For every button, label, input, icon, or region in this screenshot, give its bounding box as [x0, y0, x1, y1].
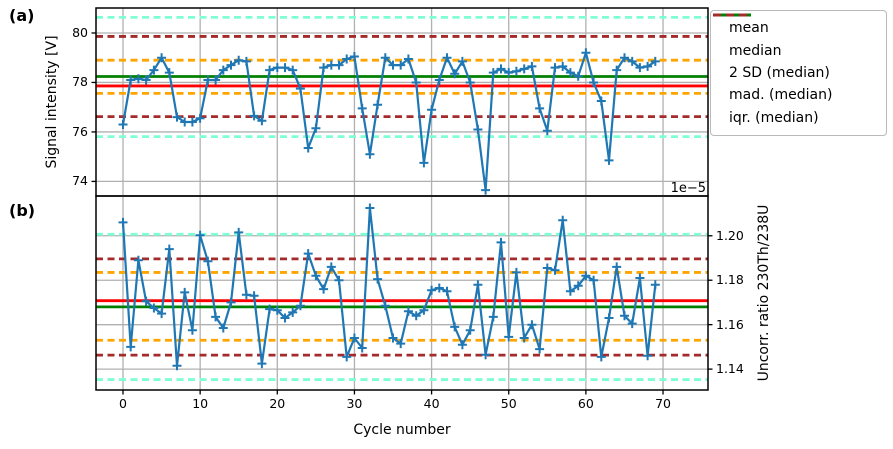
- x-tick-label: 50: [500, 396, 517, 411]
- legend-entry-mean: mean: [713, 13, 878, 37]
- legend: mean median 2 SD (median) mad. (median) iqr.…: [710, 10, 887, 136]
- panel-a-label: (a): [9, 6, 35, 25]
- x-tick-label: 70: [655, 396, 671, 411]
- data-series-line: [121, 51, 657, 192]
- data-series-line: [121, 206, 657, 367]
- panel-b-label: (b): [9, 201, 36, 220]
- x-tick-label: 60: [577, 396, 594, 411]
- axes-spine: [95, 195, 709, 391]
- data-markers: [118, 48, 660, 195]
- y-tick-label: 80: [72, 24, 88, 40]
- data-markers: [118, 203, 660, 371]
- y-axis-offset-text: 1e−5: [670, 181, 706, 196]
- x-tick-label: 40: [423, 396, 440, 411]
- y-axis-label-signal-intensity: Signal intensity [V]: [44, 35, 60, 169]
- legend-label: iqr. (median): [729, 109, 819, 126]
- y-tick-label: 1.16: [716, 316, 744, 332]
- legend-entry-mad-median: mad. (median): [713, 13, 878, 104]
- legend-label: 2 SD (median): [729, 64, 830, 81]
- panel-b: [95, 195, 713, 395]
- y-tick-label: 1.18: [716, 271, 744, 287]
- x-tick-label: 20: [269, 396, 286, 411]
- legend-entry-median: median: [713, 13, 878, 59]
- legend-entry-iqr-median: iqr. (median): [713, 13, 878, 126]
- y-tick-label: 74: [72, 173, 88, 189]
- x-axis-label-cycle-number: Cycle number: [353, 422, 451, 438]
- y-tick-label: 1.20: [716, 227, 744, 243]
- panel-a: [91, 7, 709, 197]
- x-tick-label: 0: [119, 396, 127, 411]
- y-tick-label: 78: [72, 74, 88, 90]
- legend-label: mean: [729, 20, 769, 37]
- legend-label: mad. (median): [729, 87, 833, 104]
- x-tick-label: 10: [192, 396, 209, 411]
- legend-entry-2-sd-median: 2 SD (median): [713, 13, 878, 81]
- legend-line-sample: [713, 13, 751, 17]
- y-tick-label: 76: [72, 123, 88, 139]
- legend-label: median: [729, 42, 782, 59]
- y-axis-label-uncorr-ratio: Uncorr. ratio 230Th/238U: [756, 204, 772, 382]
- x-tick-label: 30: [346, 396, 363, 411]
- y-tick-label: 1.14: [716, 360, 744, 376]
